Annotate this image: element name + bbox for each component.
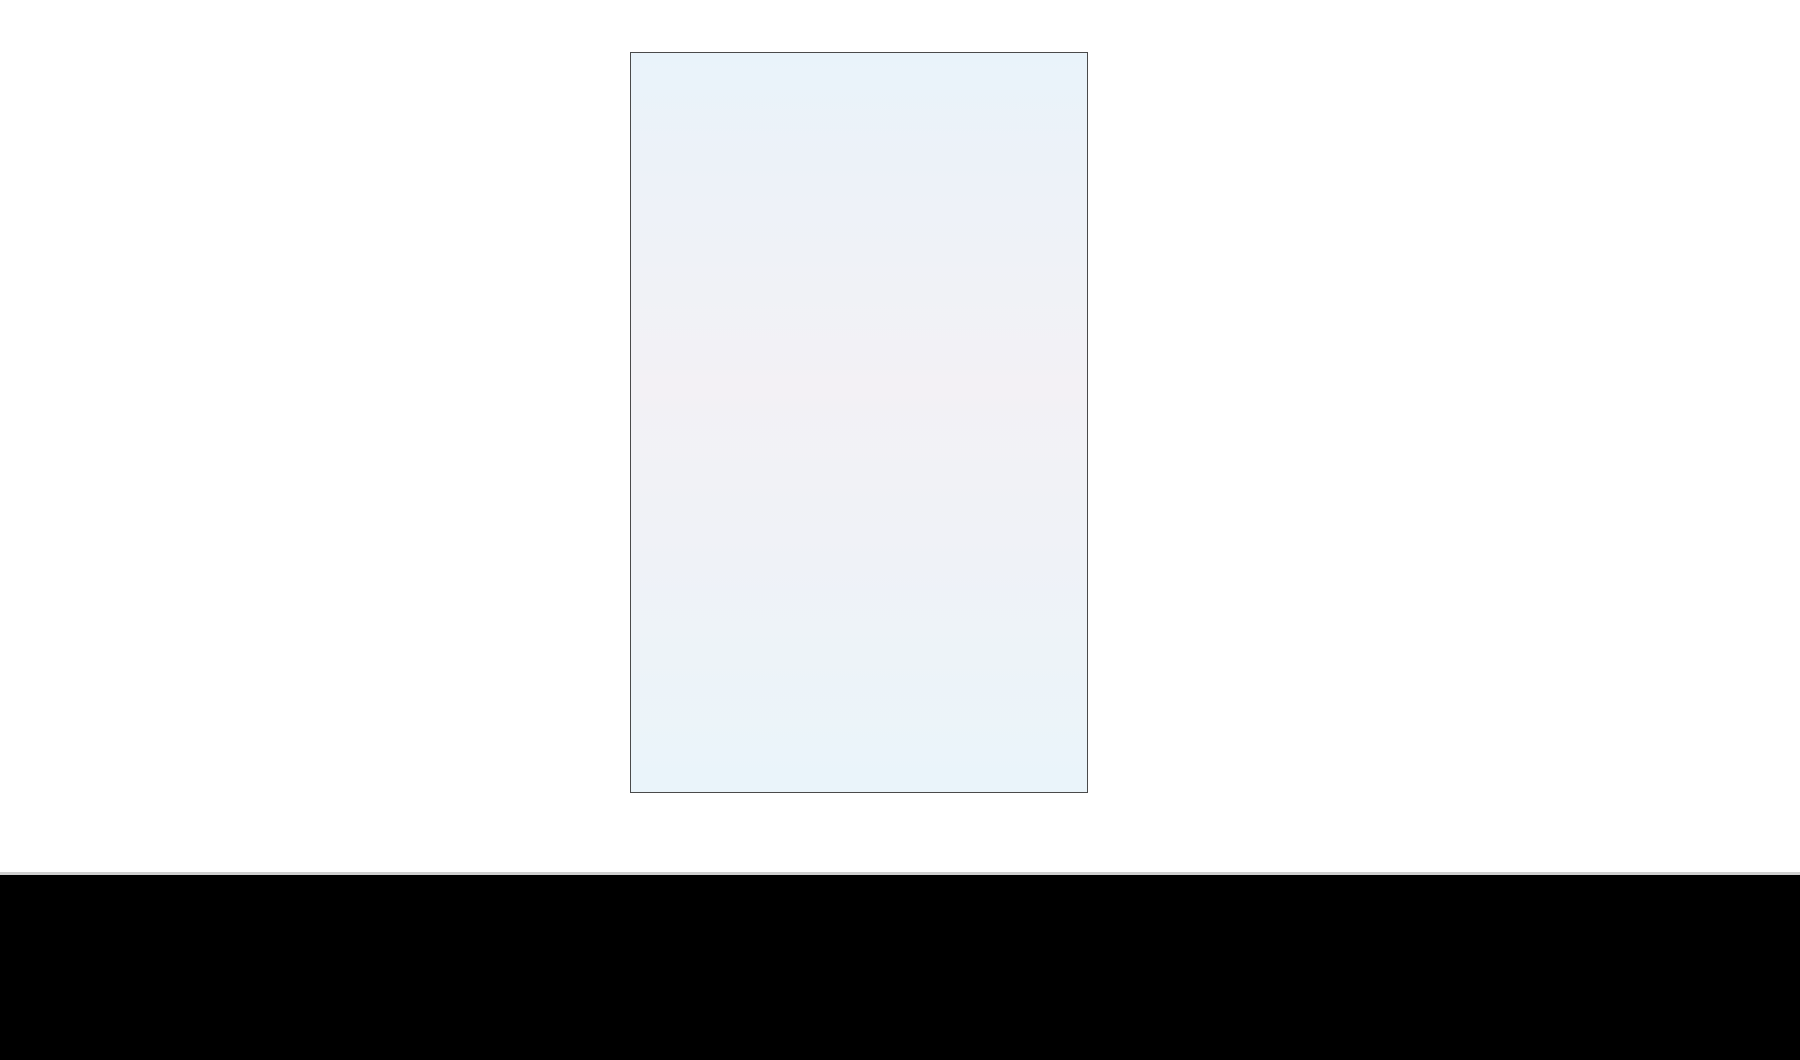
raman-spectra-plot	[630, 52, 1088, 793]
raman-plot-area	[630, 52, 1088, 793]
figure-content	[0, 0, 1800, 872]
docp-subplot-achiral	[103, 613, 565, 798]
dolp-subplot-Ag9	[1193, 296, 1708, 542]
dolp-subplot-Ag5	[1193, 542, 1708, 787]
letterbox-bar	[0, 875, 1800, 1060]
letterbox-separator	[0, 872, 1800, 875]
dolp-subplot-Ag11	[1193, 52, 1708, 296]
docp-subplot-chiral	[103, 432, 565, 613]
crystal-optics-illustration	[40, 36, 610, 426]
